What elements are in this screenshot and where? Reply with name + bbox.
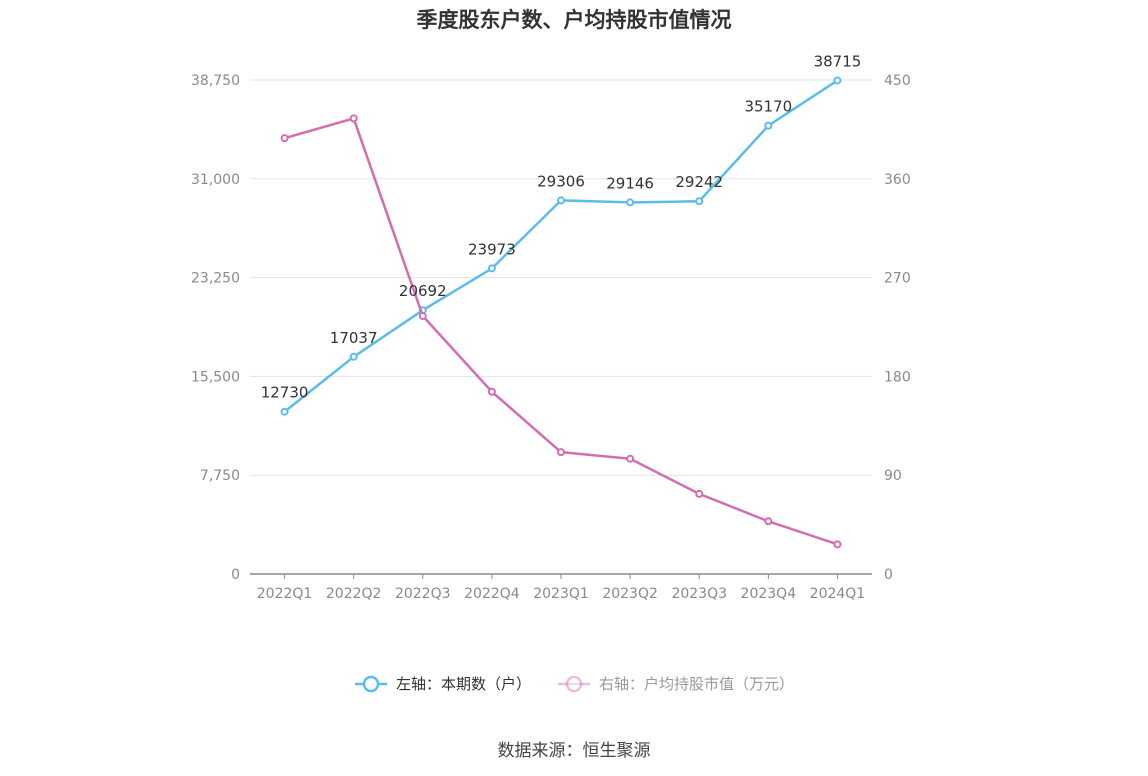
legend-line-circle-icon — [354, 675, 387, 692]
x-axis-tick-label: 2023Q2 — [602, 586, 658, 602]
legend-item-right-axis[interactable]: 右轴：户均持股市值（万元） — [557, 673, 794, 694]
legend-item-left-axis[interactable]: 左轴：本期数（户） — [354, 673, 531, 694]
data-point — [833, 540, 842, 549]
data-point — [349, 352, 358, 361]
legend-label-right: 右轴：户均持股市值（万元） — [599, 675, 795, 693]
right-axis-tick-label: 90 — [884, 468, 902, 484]
data-point — [764, 517, 773, 526]
data-point — [626, 198, 635, 207]
right-axis-tick-label: 180 — [884, 369, 911, 385]
data-point — [764, 121, 773, 130]
data-point — [418, 312, 427, 321]
left-axis-tick-label: 0 — [231, 567, 240, 583]
data-label: 35170 — [744, 98, 792, 116]
data-label: 23973 — [468, 240, 516, 258]
legend-label-left: 左轴：本期数（户） — [395, 675, 531, 693]
data-point — [626, 454, 635, 463]
data-label: 38715 — [814, 52, 862, 70]
left-axis-tick-label: 7,750 — [200, 468, 240, 484]
data-point — [557, 448, 565, 457]
left-axis-tick-label: 23,250 — [191, 271, 240, 287]
legend: 左轴：本期数（户） 右轴：户均持股市值（万元） — [0, 673, 1148, 694]
data-label: 29242 — [675, 173, 723, 191]
x-axis-tick-label: 2023Q3 — [671, 586, 727, 602]
data-point — [280, 407, 289, 416]
series-line — [283, 79, 839, 413]
data-point — [695, 197, 704, 206]
right-axis-tick-label: 270 — [884, 271, 911, 287]
x-axis-tick-label: 2022Q3 — [395, 586, 451, 602]
data-point — [349, 114, 358, 123]
data-point — [695, 489, 704, 498]
data-label: 12730 — [261, 384, 309, 402]
data-source: 数据来源：恒生聚源 — [497, 741, 651, 761]
data-point — [557, 196, 565, 205]
right-axis-tick-label: 360 — [884, 172, 911, 188]
left-axis-tick-label: 15,500 — [191, 369, 240, 385]
right-axis-tick-label: 0 — [884, 567, 893, 583]
left-axis-tick-label: 38,750 — [191, 73, 240, 89]
x-axis-tick-label: 2022Q4 — [464, 586, 520, 602]
data-label: 29146 — [606, 174, 654, 192]
data-label: 29306 — [537, 172, 585, 190]
data-label: 17037 — [330, 329, 378, 347]
data-point — [487, 264, 496, 273]
x-axis-tick-label: 2023Q4 — [741, 586, 797, 602]
right-axis-tick-label: 450 — [884, 73, 911, 89]
data-label: 20692 — [399, 282, 447, 300]
x-axis-tick-label: 2024Q1 — [810, 586, 866, 602]
data-point — [487, 387, 496, 396]
data-point — [833, 76, 842, 85]
x-axis-tick-label: 2022Q2 — [326, 586, 382, 602]
left-axis-tick-label: 31,000 — [191, 172, 240, 188]
x-axis-tick-label: 2023Q1 — [533, 586, 589, 602]
x-axis-tick-label: 2022Q1 — [257, 586, 313, 602]
chart-title: 季度股东户数、户均持股市值情况 — [416, 8, 732, 32]
legend-line-circle-icon — [558, 675, 590, 692]
data-point — [280, 134, 289, 143]
